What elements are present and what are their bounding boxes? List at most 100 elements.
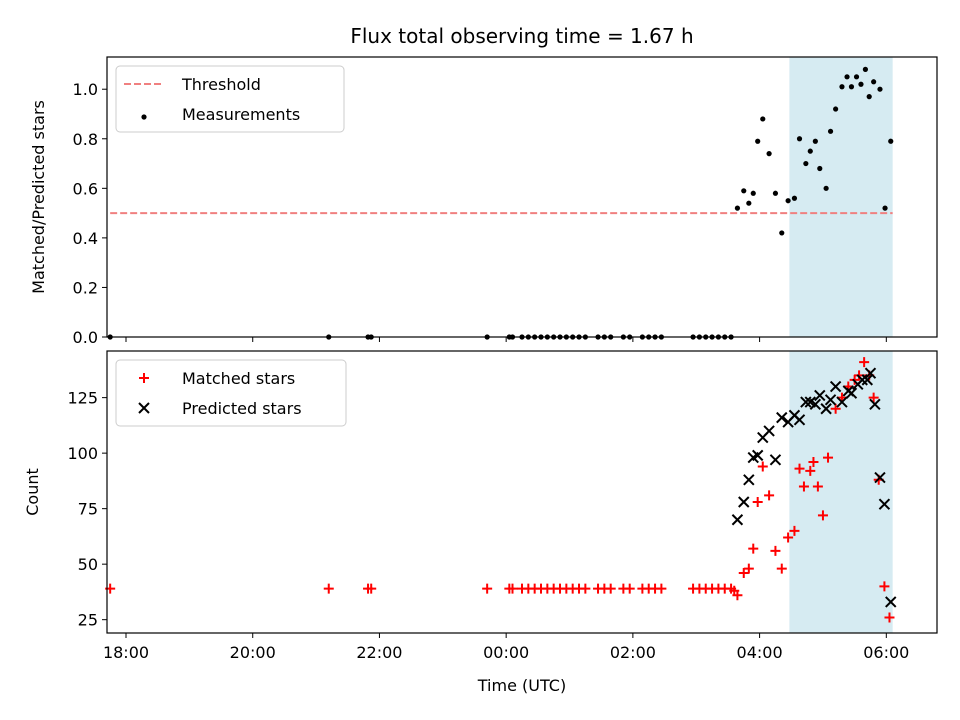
measurement-point — [882, 205, 888, 211]
measurement-point — [833, 106, 839, 112]
y-tick-label: 100 — [67, 444, 98, 463]
observing-window-highlight — [789, 57, 893, 337]
legend-box — [115, 359, 347, 427]
predicted-star-point — [864, 367, 877, 379]
x-tick-label: 18:00 — [103, 643, 149, 662]
matched-star-point — [783, 532, 794, 543]
count-panel: 25 50 75 100 125 18:00 20:00 22:00 00:00 02:00 04… — [23, 350, 938, 695]
measurement-point — [746, 200, 752, 206]
measurement-point — [803, 160, 809, 167]
measurement-point — [741, 188, 747, 194]
measurement-point — [817, 165, 823, 172]
matched-star-point — [624, 583, 635, 594]
x-axis-label: Time (UTC) — [477, 676, 566, 695]
predicted-star-point — [763, 425, 775, 437]
predicted-star-point — [878, 498, 891, 510]
legend-predicted-swatch — [138, 402, 150, 414]
matched-star-point — [789, 525, 800, 536]
measurement-point — [858, 81, 864, 87]
y-tick-label: 0.2 — [73, 278, 98, 297]
matched-star-point — [748, 543, 759, 554]
matched-star-point — [868, 392, 879, 403]
measurement-point — [839, 84, 845, 90]
matched-star-point — [757, 461, 768, 472]
matched-star-point — [798, 481, 809, 492]
matched-star-point — [605, 583, 616, 594]
matched-star-point — [794, 463, 805, 474]
predicted-star-point — [738, 496, 750, 508]
predicted-star-point — [814, 389, 826, 402]
predicted-star-point — [731, 514, 744, 526]
matched-star-point — [808, 457, 819, 468]
measurement-point — [866, 94, 872, 100]
y-tick-label: 125 — [67, 389, 98, 408]
predicted-star-point — [845, 387, 858, 399]
matched-star-point — [482, 583, 493, 594]
matched-star-point — [884, 612, 895, 623]
measurement-point — [796, 136, 803, 142]
predicted-star-point — [809, 398, 822, 410]
ratio-y-axis-label: Matched/Predicted stars — [29, 100, 48, 294]
matched-star-point — [817, 510, 828, 521]
ratio-x-ticks — [125, 337, 887, 342]
x-tick-label: 22:00 — [356, 643, 402, 662]
matched-star-point — [859, 357, 870, 368]
matched-star-point — [764, 490, 775, 501]
matched-star-point — [738, 568, 749, 579]
measurement-point — [823, 185, 829, 191]
y-tick-label: 0.4 — [73, 229, 98, 248]
count-x-ticks: 18:00 20:00 22:00 00:00 02:00 04:00 06:00 — [103, 633, 909, 662]
predicted-star-point — [869, 398, 881, 410]
legend-label: Measurements — [182, 105, 300, 124]
count-axes-frame — [106, 350, 938, 634]
measurement-point — [779, 230, 785, 236]
measurement-point — [755, 138, 761, 144]
matched-star-point — [879, 581, 890, 592]
matched-star-point — [812, 481, 823, 492]
predicted-star-point — [874, 471, 886, 484]
predicted-star-point — [793, 414, 806, 426]
ratio-panel: 0.0 0.2 0.4 0.6 0.8 1.0 Matched/Predicted sta… — [29, 56, 938, 347]
ratio-legend: Threshold Measurements — [115, 65, 345, 133]
count-plot-area — [105, 357, 897, 623]
predicted-star-point — [820, 403, 832, 415]
legend-label: Predicted stars — [182, 399, 302, 418]
y-tick-label: 0.8 — [73, 130, 98, 149]
legend-matched-swatch — [139, 373, 149, 383]
predicted-star-point — [769, 454, 782, 466]
legend-box — [115, 65, 345, 133]
measurement-point — [862, 66, 869, 72]
measurement-point — [807, 148, 813, 154]
measurement-point — [791, 195, 798, 201]
predicted-star-point — [776, 411, 788, 424]
x-tick-label: 20:00 — [230, 643, 276, 662]
measurement-point — [760, 116, 766, 122]
count-y-axis-label: Count — [23, 468, 42, 516]
matched-star-point — [770, 545, 781, 556]
matched-star-point — [507, 583, 518, 594]
predicted-star-point — [800, 396, 812, 408]
y-tick-label: 75 — [78, 500, 98, 519]
measurement-point — [772, 190, 779, 196]
measurement-point — [766, 151, 772, 157]
measurement-point — [848, 84, 855, 90]
measurement-point — [734, 205, 741, 211]
y-tick-label: 50 — [78, 555, 98, 574]
measurement-point — [877, 86, 883, 92]
measurement-point — [888, 138, 894, 144]
count-y-ticks: 25 50 75 100 125 — [67, 389, 107, 630]
y-tick-label: 0.6 — [73, 179, 98, 198]
predicted-star-point — [856, 374, 868, 386]
predicted-star-point — [824, 394, 837, 406]
predicted-star-point — [885, 596, 897, 608]
measurement-point — [785, 198, 791, 204]
matched-star-point — [732, 590, 743, 601]
matched-star-point — [366, 583, 377, 594]
x-tick-label: 02:00 — [610, 643, 656, 662]
predicted-star-point — [861, 374, 874, 386]
matched-star-point — [656, 583, 667, 594]
legend-label: Matched stars — [182, 369, 295, 388]
matched-star-point — [776, 563, 787, 574]
predicted-star-point — [836, 396, 848, 408]
measurement-point — [871, 79, 877, 85]
